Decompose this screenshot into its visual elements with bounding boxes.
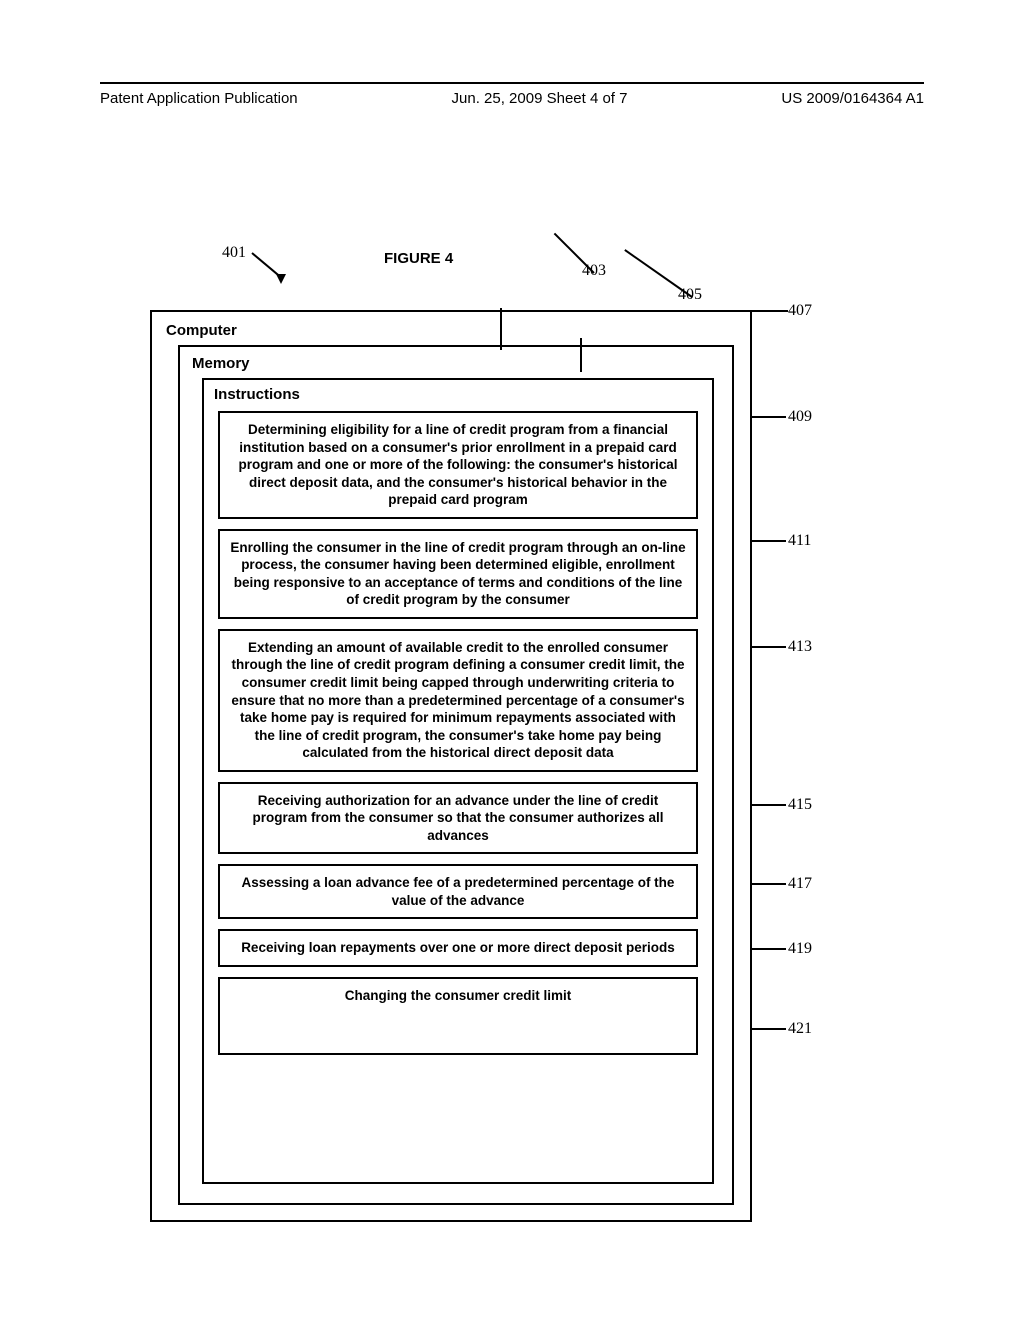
leader-421 bbox=[752, 1028, 786, 1030]
leader-405a bbox=[624, 249, 692, 298]
header-center: Jun. 25, 2009 Sheet 4 of 7 bbox=[452, 90, 628, 107]
ref-413: 413 bbox=[788, 638, 812, 656]
ref-417: 417 bbox=[788, 875, 812, 893]
header-right: US 2009/0164364 A1 bbox=[781, 90, 924, 107]
ref-407: 407 bbox=[788, 302, 812, 320]
step-411: Enrolling the consumer in the line of cr… bbox=[218, 529, 698, 619]
ref-415: 415 bbox=[788, 796, 812, 814]
step-415: Receiving authorization for an advance u… bbox=[218, 782, 698, 855]
step-413: Extending an amount of available credit … bbox=[218, 629, 698, 772]
step-409: Determining eligibility for a line of cr… bbox=[218, 411, 698, 519]
header-left: Patent Application Publication bbox=[100, 90, 298, 107]
page-header: Patent Application Publication Jun. 25, … bbox=[100, 82, 924, 107]
leader-415 bbox=[752, 804, 786, 806]
instructions-box: Instructions Determining eligibility for… bbox=[202, 378, 714, 1184]
ref-411: 411 bbox=[788, 532, 811, 550]
step-419: Receiving loan repayments over one or mo… bbox=[218, 929, 698, 967]
step-421: Changing the consumer credit limit bbox=[218, 977, 698, 1055]
leader-417 bbox=[752, 883, 786, 885]
instructions-label: Instructions bbox=[214, 386, 702, 403]
leader-413 bbox=[752, 646, 786, 648]
leader-419 bbox=[752, 948, 786, 950]
figure-title: FIGURE 4 bbox=[384, 250, 453, 267]
computer-box: Computer Memory Instructions Determining… bbox=[150, 310, 752, 1222]
leader-411 bbox=[752, 540, 786, 542]
ref-419: 419 bbox=[788, 940, 812, 958]
step-417: Assessing a loan advance fee of a predet… bbox=[218, 864, 698, 919]
memory-box: Memory Instructions Determining eligibil… bbox=[178, 345, 734, 1205]
leader-407 bbox=[752, 310, 788, 312]
ref-401: 401 bbox=[222, 244, 246, 262]
leader-409 bbox=[752, 416, 786, 418]
ref-409: 409 bbox=[788, 408, 812, 426]
memory-label: Memory bbox=[192, 355, 720, 372]
leader-401-arrow bbox=[276, 274, 286, 284]
ref-421: 421 bbox=[788, 1020, 812, 1038]
leader-403a bbox=[554, 233, 595, 274]
computer-label: Computer bbox=[166, 322, 736, 339]
